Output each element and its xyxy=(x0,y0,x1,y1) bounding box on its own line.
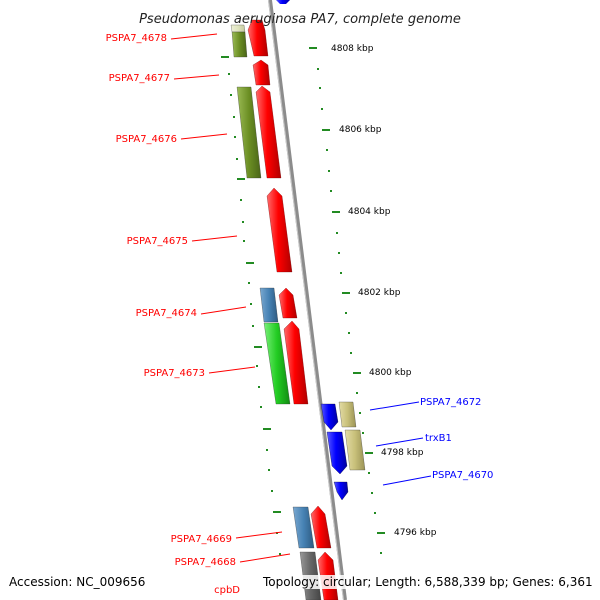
scale-label: 4806 kbp xyxy=(339,125,382,135)
feature-block-steelblue xyxy=(292,506,315,549)
feature-block-khaki xyxy=(338,401,357,428)
feature-block-green xyxy=(263,322,291,405)
reverse-gene xyxy=(333,481,349,501)
scale-label: 4802 kbp xyxy=(358,288,401,298)
feature-block-steelblue xyxy=(259,287,279,323)
forward-gene xyxy=(255,85,282,179)
forward-gene xyxy=(247,19,269,57)
feature-track-outer xyxy=(230,24,366,600)
feature-block-olive xyxy=(236,86,262,179)
forward-gene xyxy=(283,320,309,405)
feature-block-olive xyxy=(231,31,248,58)
gene-label: PSPA7_4674 xyxy=(136,308,197,319)
gene-label: trxB1 xyxy=(425,433,452,444)
gene-label: PSPA7_4673 xyxy=(144,368,205,379)
left-gene-labels: PSPA7_4678 PSPA7_4677 PSPA7_4676 PSPA7_4… xyxy=(106,33,241,596)
forward-gene xyxy=(252,59,271,86)
gene-label: PSPA7_4677 xyxy=(109,73,170,84)
right-tick-ring xyxy=(309,47,385,554)
gene-label: PSPA7_4672 xyxy=(420,397,481,408)
right-gene-labels: PSPA7_4672 trxB1 PSPA7_4670 xyxy=(420,397,493,481)
gene-label: PSPA7_4676 xyxy=(116,134,177,145)
gene-label: PSPA7_4668 xyxy=(175,557,236,568)
scale-label: 4798 kbp xyxy=(381,448,424,458)
gene-label: PSPA7_4670 xyxy=(432,470,493,481)
genome-backbone-highlight xyxy=(268,0,344,600)
feature-block-khaki xyxy=(344,429,366,471)
scale-label: 4800 kbp xyxy=(369,368,412,378)
scale-label: 4804 kbp xyxy=(348,207,391,217)
scale-labels: 4808 kbp 4806 kbp 4804 kbp 4802 kbp 4800… xyxy=(331,44,437,538)
gene-label: PSPA7_4669 xyxy=(171,534,232,545)
genome-backbone xyxy=(268,0,347,600)
accession-label: Accession: NC_009656 xyxy=(9,575,146,589)
reverse-gene-top-partial xyxy=(276,0,290,4)
forward-genes xyxy=(247,19,339,600)
left-label-connectors xyxy=(170,33,291,563)
reverse-gene xyxy=(326,431,348,475)
topology-label: Topology: circular; Length: 6,588,339 bp… xyxy=(263,575,593,589)
scale-label: 4796 kbp xyxy=(394,528,437,538)
right-label-connectors xyxy=(369,401,432,486)
scale-label: 4808 kbp xyxy=(331,44,374,54)
map-title: Pseudomonas aeruginosa PA7, complete gen… xyxy=(139,12,461,27)
reverse-genes xyxy=(320,403,349,501)
forward-gene xyxy=(266,187,293,273)
gene-label: PSPA7_4675 xyxy=(127,236,188,247)
forward-gene xyxy=(278,287,298,319)
gene-label: cpbD xyxy=(214,585,240,596)
forward-gene xyxy=(310,505,332,549)
gene-label: PSPA7_4678 xyxy=(106,33,167,44)
reverse-gene xyxy=(320,403,339,431)
